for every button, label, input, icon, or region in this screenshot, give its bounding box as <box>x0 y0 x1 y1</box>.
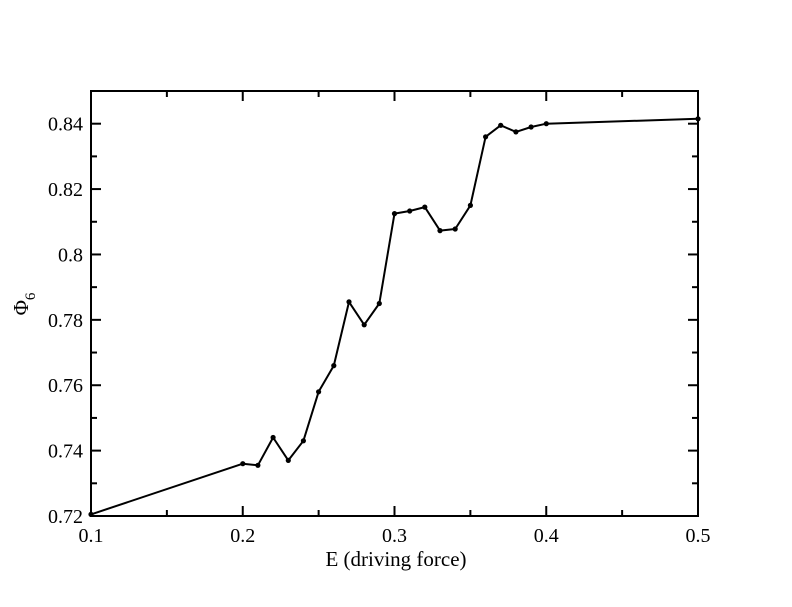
data-point <box>483 134 489 140</box>
series-line <box>90 117 699 516</box>
data-points <box>88 116 701 517</box>
data-point <box>361 322 367 328</box>
x-tick-label: 0.3 <box>382 525 407 547</box>
data-point <box>300 438 306 444</box>
data-point <box>407 208 413 214</box>
tick-labels: 0.1 0.2 0.3 0.4 0.5 0.72 0.74 0.76 0.78 0.8 0.82 0.… <box>48 114 711 547</box>
plot-frame <box>90 90 699 517</box>
data-point <box>528 124 534 130</box>
y-tick-label: 0.76 <box>48 375 83 397</box>
data-point <box>270 434 276 441</box>
y-axis-label: Φ6 <box>9 292 39 315</box>
data-point <box>422 204 428 210</box>
y-tick-label: 0.78 <box>48 310 83 332</box>
data-point <box>391 211 398 217</box>
data-point <box>346 299 352 305</box>
y-axis-label-symbol: Φ <box>9 300 33 315</box>
y-tick-label: 0.82 <box>48 179 83 201</box>
data-point <box>240 461 246 467</box>
data-point <box>255 462 261 468</box>
y-tick-label: 0.8 <box>58 244 83 266</box>
data-point <box>331 363 337 369</box>
data-point <box>452 226 458 232</box>
x-tick-label: 0.4 <box>534 525 559 547</box>
data-point <box>316 389 322 395</box>
data-point <box>695 116 701 122</box>
tick-marks <box>90 90 699 517</box>
data-point <box>513 129 519 135</box>
data-point <box>543 121 549 127</box>
data-point <box>88 511 94 517</box>
data-point <box>467 202 473 208</box>
y-tick-label: 0.74 <box>48 441 83 463</box>
data-point <box>376 300 382 307</box>
data-point <box>285 457 291 463</box>
y-tick-label: 0.84 <box>48 114 83 136</box>
y-tick-label: 0.72 <box>48 506 83 528</box>
x-tick-label: 0.5 <box>686 525 711 547</box>
x-tick-label: 0.1 <box>79 525 104 547</box>
x-axis-label: E (driving force) <box>325 547 466 571</box>
data-point <box>437 228 443 234</box>
data-point <box>498 122 504 128</box>
y-axis-label-subscript: 6 <box>23 292 39 300</box>
x-tick-label: 0.2 <box>230 525 255 547</box>
